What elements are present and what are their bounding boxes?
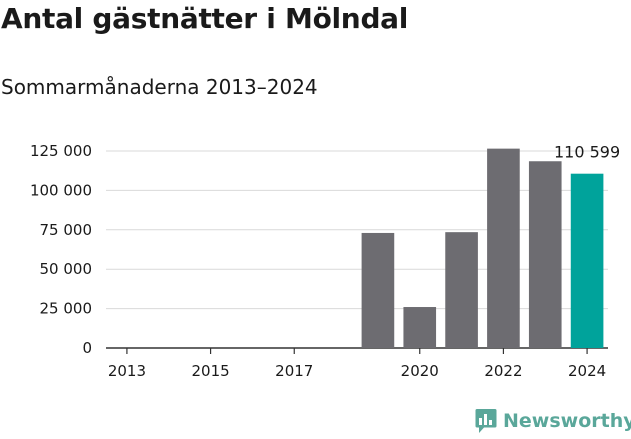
x-tick-label: 2020	[401, 362, 439, 380]
x-tick-label: 2015	[191, 362, 229, 380]
y-tick-label: 100 000	[30, 181, 92, 199]
brand-logo: Newsworthy	[475, 408, 631, 434]
bar-chart-logo-icon	[475, 409, 497, 433]
brand-name: Newsworthy	[503, 410, 631, 432]
y-tick-label: 75 000	[40, 221, 93, 239]
bar	[445, 232, 478, 348]
bar	[528, 161, 562, 348]
bar	[487, 148, 520, 348]
y-tick-label: 25 000	[40, 300, 93, 318]
bar	[403, 307, 437, 348]
y-tick-label: 125 000	[30, 142, 92, 160]
y-tick-label: 50 000	[40, 260, 93, 278]
y-tick-label: 0	[82, 339, 92, 357]
bar	[570, 173, 604, 348]
x-tick-label: 2022	[484, 362, 522, 380]
x-tick-label: 2017	[275, 362, 313, 380]
chart-title: Antal gästnätter i Mölndal	[1, 2, 409, 35]
x-tick-label: 2013	[108, 362, 146, 380]
chart-subtitle: Sommarmånaderna 2013–2024	[1, 75, 318, 99]
x-tick-label: 2024	[568, 362, 606, 380]
bar	[361, 232, 395, 348]
data-label: 110 599	[554, 143, 620, 162]
bar-chart: 0 25 000 50 000 75 000 100 000 125 000 2013 201…	[30, 142, 620, 380]
